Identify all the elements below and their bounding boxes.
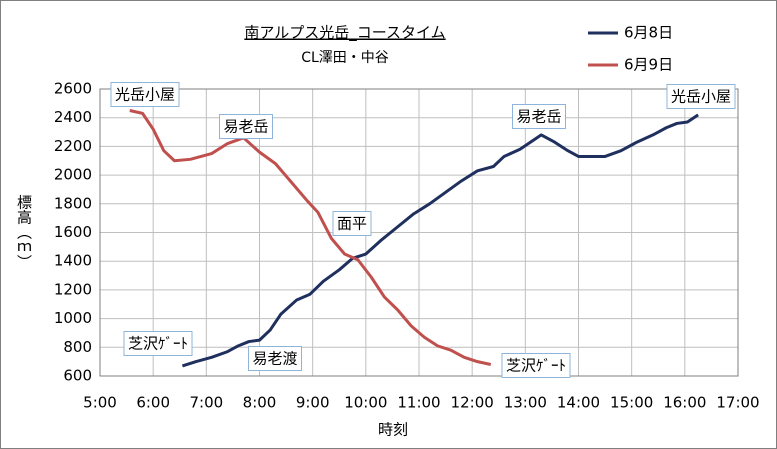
annotation-box [666, 84, 736, 109]
y-tick-label: 1400 [54, 252, 92, 270]
chart-subtitle: CL澤田・中谷 [301, 50, 389, 66]
x-axis-label: 時刻 [378, 421, 408, 439]
series-line [181, 113, 699, 368]
annotation: 光岳小屋 [671, 88, 731, 106]
x-tick-label: 12:00 [451, 394, 494, 412]
annotation-box [332, 211, 372, 236]
y-tick-label: 2200 [54, 137, 92, 155]
x-tick-label: 5:00 [83, 394, 117, 412]
x-tick-label: 7:00 [189, 394, 223, 412]
annotation-box [110, 82, 180, 107]
x-tick-label: 17:00 [716, 394, 759, 412]
plot-area [99, 88, 739, 377]
y-tick-label: 1200 [54, 280, 92, 298]
x-tick-label: 9:00 [296, 394, 330, 412]
annotation-box [247, 346, 303, 371]
y-tick-label: 1800 [54, 194, 92, 212]
chart-title: 南アルプス光岳_コースタイム [244, 24, 445, 43]
x-tick-label: 6:00 [136, 394, 170, 412]
y-tick-label: 800 [63, 338, 92, 356]
annotation: 面平 [337, 215, 367, 233]
annotation-box [511, 104, 567, 129]
annotation: 芝沢ｹﾞｰﾄ [506, 357, 566, 375]
annotation: 易老岳 [223, 118, 268, 136]
x-tick-label: 14:00 [557, 394, 600, 412]
y-tick-label: 2400 [54, 108, 92, 126]
annotation: 光岳小屋 [115, 86, 175, 104]
y-tick-label: 2000 [54, 166, 92, 184]
x-tick-label: 8:00 [243, 394, 277, 412]
x-tick-label: 16:00 [663, 394, 706, 412]
y-tick-label: 2600 [54, 80, 92, 98]
x-tick-label: 13:00 [504, 394, 547, 412]
annotation: 芝沢ｹﾞｰﾄ [128, 335, 188, 353]
annotation-box [501, 353, 571, 378]
annotation: 易老渡 [252, 350, 297, 368]
legend-label: 6月8日 [624, 24, 673, 42]
annotation-box [123, 331, 193, 356]
annotation: 易老岳 [516, 108, 561, 126]
x-tick-label: 15:00 [610, 394, 653, 412]
series-line [129, 109, 492, 366]
y-tick-label: 1000 [54, 309, 92, 327]
x-tick-label: 10:00 [344, 394, 387, 412]
annotation-box [218, 114, 274, 139]
x-tick-label: 11:00 [397, 394, 440, 412]
legend-label: 6月9日 [624, 56, 673, 74]
y-axis-label: 標高（ｍ） [15, 195, 33, 270]
y-tick-label: 600 [63, 367, 92, 385]
y-tick-label: 1600 [54, 223, 92, 241]
